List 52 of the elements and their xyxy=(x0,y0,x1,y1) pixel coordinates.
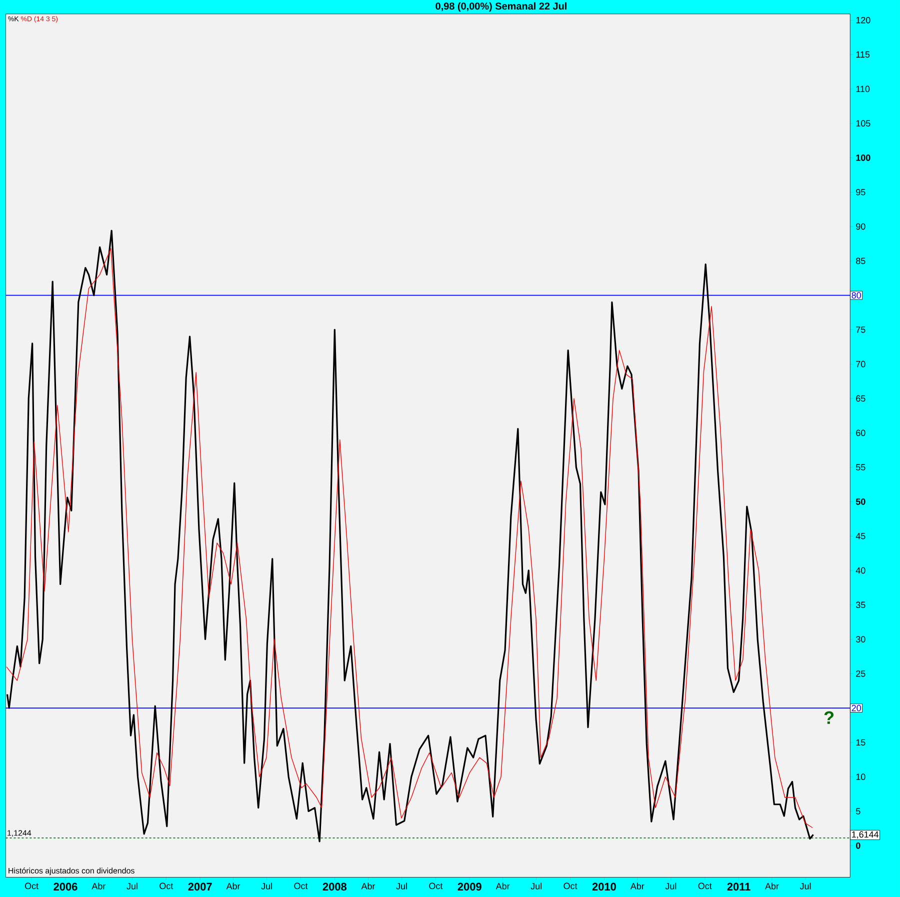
y-tick-label: 10 xyxy=(856,774,866,780)
x-tick-label: Jul xyxy=(800,882,811,890)
x-tick-label: 2011 xyxy=(727,882,750,890)
x-tick-label: 2006 xyxy=(54,882,78,890)
y-tick-label: 25 xyxy=(856,670,866,677)
x-tick-label: Oct xyxy=(294,882,308,890)
x-tick-label: Abr xyxy=(765,882,779,890)
x-tick-label: Jul xyxy=(261,882,272,890)
y-tick-label: 105 xyxy=(856,120,870,126)
x-tick-label: 2009 xyxy=(458,882,482,890)
y-tick-label: 90 xyxy=(856,223,866,230)
y-tick-label: 60 xyxy=(856,430,866,436)
y-tick-label: 95 xyxy=(856,188,866,196)
y-tick-label: 75 xyxy=(856,326,866,333)
x-tick-label: Oct xyxy=(564,882,578,890)
ref-line-label: 80 xyxy=(852,292,861,298)
x-tick-label: Abr xyxy=(496,882,510,890)
y-tick-label: 85 xyxy=(856,258,866,264)
x-tick-label: 2008 xyxy=(322,882,347,890)
annotation: ? xyxy=(824,711,834,724)
y-tick-label: 70 xyxy=(856,360,866,368)
x-tick-label: 2007 xyxy=(188,882,212,890)
y-tick-label: 0 xyxy=(856,842,860,849)
x-tick-label: Oct xyxy=(25,882,38,890)
y-tick-label: 100 xyxy=(856,154,870,161)
x-tick-label: Oct xyxy=(429,882,443,890)
x-tick-label: Jul xyxy=(126,882,138,890)
text: 1,6144 xyxy=(852,831,879,839)
y-tick-label: 40 xyxy=(856,567,866,574)
chart-title: 0,98 (0,00%) Semanal 22 Jul xyxy=(436,2,566,12)
y-tick-label: 50 xyxy=(856,498,866,505)
y-tick-label: 65 xyxy=(856,395,866,402)
y-tick-label: 115 xyxy=(856,51,870,58)
x-tick-label: Abr xyxy=(361,882,376,890)
x-tick-label: Jul xyxy=(396,882,407,890)
x-tick-label: Abr xyxy=(630,882,644,890)
y-tick-label: 5 xyxy=(856,808,860,814)
y-tick-label: 110 xyxy=(856,86,870,92)
y-tick-label: 30 xyxy=(856,636,866,642)
x-tick-label: Abr xyxy=(92,882,106,890)
y-tick-label: 55 xyxy=(856,464,866,470)
x-tick-label: Jul xyxy=(530,882,542,890)
x-tick-label: Abr xyxy=(226,882,240,890)
y-tick-label: 45 xyxy=(856,532,866,540)
y-tick-label: 120 xyxy=(856,16,870,24)
x-tick-label: Jul xyxy=(665,882,676,890)
x-tick-label: Oct xyxy=(160,882,174,890)
ref-line-label: 20 xyxy=(852,704,861,712)
x-tick-label: 2010 xyxy=(592,882,616,890)
x-tick-label: Oct xyxy=(698,882,712,890)
y-tick-label: 35 xyxy=(856,602,866,608)
y-tick-label: 15 xyxy=(856,739,866,746)
